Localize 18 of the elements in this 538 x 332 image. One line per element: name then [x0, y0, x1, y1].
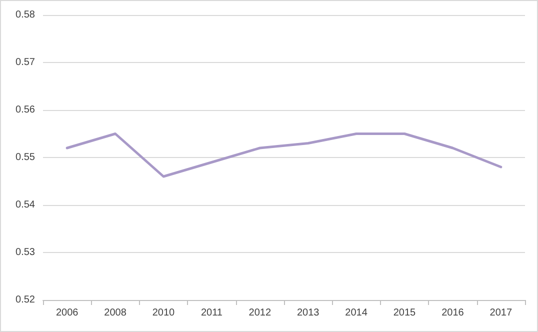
y-tick-label: 0.57	[16, 57, 36, 68]
x-tick-label: 2010	[152, 308, 176, 318]
x-tick-label: 2012	[248, 308, 272, 318]
x-tick-label: 2016	[442, 308, 464, 318]
y-tick-label: 0.56	[16, 104, 36, 116]
y-tick-label: 0.53	[16, 247, 36, 258]
y-tick-label: 0.54	[16, 200, 36, 210]
y-tick-label: 0.52	[16, 294, 36, 306]
x-tick-label: 2008	[104, 308, 127, 318]
x-tick-label: 2011	[200, 308, 223, 318]
x-tick-label: 2006	[56, 308, 79, 318]
line-series	[66, 132, 502, 178]
y-tick-label: 0.55	[16, 152, 36, 163]
y-tick-label: 0.58	[16, 10, 36, 20]
x-tick-label: 2015	[393, 308, 416, 318]
x-tick-label: 2013	[296, 308, 320, 318]
x-tick-label: 2017	[490, 308, 512, 318]
x-tick-label: 2014	[345, 308, 368, 318]
